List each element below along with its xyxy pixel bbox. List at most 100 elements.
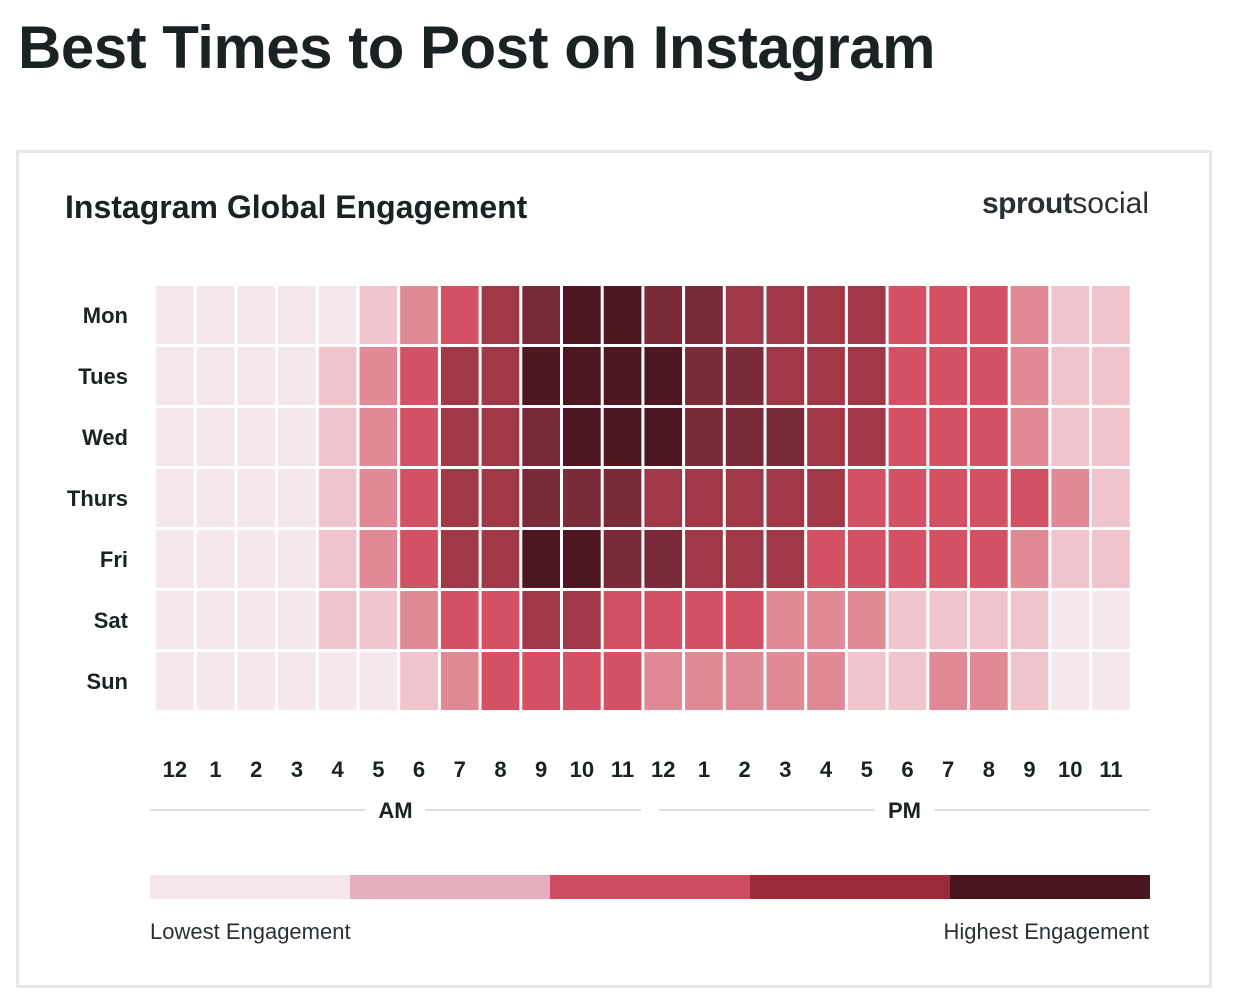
legend-segment-0 [150, 875, 350, 899]
heatmap-cell-mon-16 [807, 286, 845, 344]
heatmap-cell-sun-4 [318, 652, 357, 710]
heatmap-cell-fri-12 [644, 530, 683, 588]
heatmap-cell-sat-23 [1092, 591, 1130, 649]
heatmap-cell-sun-14 [725, 652, 764, 710]
heatmap-cell-sun-20 [970, 652, 1008, 710]
heatmap-cell-sun-6 [400, 652, 438, 710]
heatmap-cell-sat-4 [318, 591, 357, 649]
heatmap-cell-sun-0 [156, 652, 194, 710]
column-label-8: 8 [494, 757, 506, 782]
legend-segment-2 [550, 875, 750, 899]
heatmap-cell-mon-22 [1051, 286, 1090, 344]
heatmap-cell-tues-21 [1010, 347, 1049, 405]
heatmap-cell-sun-18 [888, 652, 927, 710]
heatmap-cell-thurs-17 [847, 469, 886, 527]
heatmap-cell-fri-5 [359, 530, 398, 588]
heatmap-cell-sat-2 [237, 591, 276, 649]
heatmap-cell-thurs-11 [603, 469, 642, 527]
heatmap-cell-fri-9 [522, 530, 560, 588]
heatmap-cell-sun-8 [481, 652, 520, 710]
heatmap-cell-sun-15 [766, 652, 805, 710]
heatmap-cell-sat-10 [563, 591, 601, 649]
heatmap-cell-thurs-19 [929, 469, 967, 527]
heatmap-cell-thurs-1 [196, 469, 235, 527]
column-label-15: 3 [779, 757, 791, 782]
column-label-17: 5 [861, 757, 873, 782]
heatmap-cell-sun-22 [1051, 652, 1090, 710]
heatmap-cell-mon-11 [603, 286, 642, 344]
heatmap-cell-wed-3 [278, 408, 316, 466]
heatmap-cell-sat-15 [766, 591, 805, 649]
heatmap-cell-wed-13 [685, 408, 723, 466]
heatmap-cell-fri-4 [318, 530, 357, 588]
heatmap-cell-tues-1 [196, 347, 235, 405]
heatmap-cell-thurs-9 [522, 469, 560, 527]
heatmap-cell-mon-18 [888, 286, 927, 344]
column-label-5: 5 [372, 757, 384, 782]
heatmap-cell-tues-17 [847, 347, 886, 405]
heatmap-cell-thurs-3 [278, 469, 316, 527]
heatmap-cell-mon-0 [156, 286, 194, 344]
column-label-19: 7 [942, 757, 954, 782]
heatmap-cell-wed-14 [725, 408, 764, 466]
heatmap-cell-tues-15 [766, 347, 805, 405]
heatmap-cell-tues-4 [318, 347, 357, 405]
row-label-wed: Wed [82, 425, 128, 450]
heatmap-cell-sat-20 [970, 591, 1008, 649]
heatmap-cell-thurs-14 [725, 469, 764, 527]
heatmap-cell-mon-14 [725, 286, 764, 344]
heatmap-cell-mon-10 [563, 286, 601, 344]
column-label-12: 12 [651, 757, 675, 782]
heatmap-cell-wed-22 [1051, 408, 1090, 466]
legend-low-label: Lowest Engagement [150, 919, 351, 944]
heatmap-cell-thurs-6 [400, 469, 438, 527]
heatmap-cells [156, 286, 1130, 710]
heatmap-cell-mon-23 [1092, 286, 1130, 344]
heatmap-cell-sat-13 [685, 591, 723, 649]
heatmap-cell-fri-22 [1051, 530, 1090, 588]
heatmap-cell-sun-12 [644, 652, 683, 710]
heatmap-cell-wed-11 [603, 408, 642, 466]
heatmap-cell-sun-1 [196, 652, 235, 710]
heatmap-cell-sun-5 [359, 652, 398, 710]
heatmap-cell-mon-2 [237, 286, 276, 344]
column-label-21: 9 [1023, 757, 1035, 782]
heatmap-cell-sat-21 [1010, 591, 1049, 649]
heatmap-cell-sun-17 [847, 652, 886, 710]
heatmap-cell-wed-17 [847, 408, 886, 466]
heatmap-cell-sat-7 [440, 591, 479, 649]
heatmap-cell-wed-21 [1010, 408, 1049, 466]
row-labels: Mon Tues Wed Thurs Fri Sat Sun [67, 303, 129, 694]
heatmap-cell-thurs-23 [1092, 469, 1130, 527]
column-label-10: 10 [570, 757, 594, 782]
heatmap-cell-fri-18 [888, 530, 927, 588]
heatmap-cell-mon-1 [196, 286, 235, 344]
heatmap-cell-mon-15 [766, 286, 805, 344]
heatmap-cell-wed-6 [400, 408, 438, 466]
heatmap-cell-thurs-4 [318, 469, 357, 527]
column-groups: AM PM [150, 798, 1150, 823]
heatmap-cell-mon-3 [278, 286, 316, 344]
heatmap-cell-sun-23 [1092, 652, 1130, 710]
column-label-11: 11 [611, 757, 634, 782]
heatmap-cell-fri-14 [725, 530, 764, 588]
heatmap-cell-tues-12 [644, 347, 683, 405]
heatmap-cell-wed-18 [888, 408, 927, 466]
heatmap-cell-fri-2 [237, 530, 276, 588]
heatmap-cell-tues-0 [156, 347, 194, 405]
heatmap-cell-wed-5 [359, 408, 398, 466]
heatmap-cell-wed-7 [440, 408, 479, 466]
heatmap-cell-wed-9 [522, 408, 560, 466]
heatmap-cell-sat-1 [196, 591, 235, 649]
heatmap-cell-mon-13 [685, 286, 723, 344]
heatmap-cell-sat-5 [359, 591, 398, 649]
chart-title: Instagram Global Engagement [65, 189, 528, 225]
page-title: Best Times to Post on Instagram [18, 14, 935, 81]
heatmap-cell-wed-4 [318, 408, 357, 466]
heatmap-cell-sat-16 [807, 591, 845, 649]
heatmap-cell-mon-5 [359, 286, 398, 344]
heatmap-cell-tues-8 [481, 347, 520, 405]
heatmap-cell-thurs-0 [156, 469, 194, 527]
heatmap-cell-wed-23 [1092, 408, 1130, 466]
heatmap-cell-wed-1 [196, 408, 235, 466]
